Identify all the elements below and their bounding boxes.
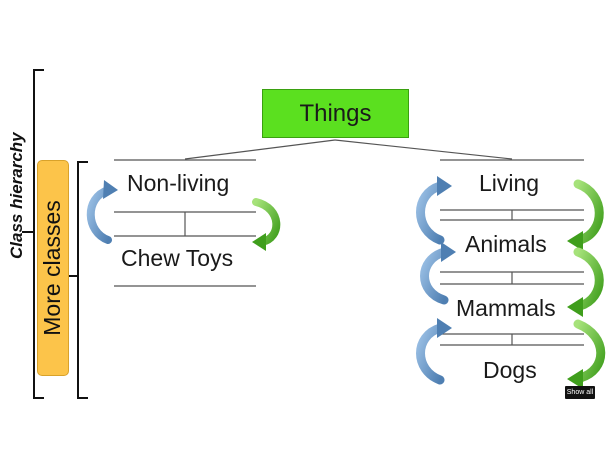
class-hierarchy-bracket (22, 69, 44, 399)
class-hierarchy-label: Class hierarchy (7, 132, 26, 259)
more-classes-box (37, 160, 69, 376)
right-green-arrow-1 (567, 179, 604, 251)
right-green-arrow-3 (567, 319, 606, 389)
right-blue-arrow-1 (416, 176, 452, 245)
right-blue-arrow-3 (416, 318, 452, 385)
more-classes-label: More classes (39, 200, 65, 336)
more-classes-bracket (68, 161, 88, 399)
right-class-box (440, 159, 584, 346)
class-mammals: Mammals (456, 295, 556, 321)
show-all-button[interactable]: Show all (565, 386, 595, 399)
class-animals: Animals (465, 231, 547, 257)
class-living: Living (479, 170, 540, 196)
left-blue-arrow (86, 180, 118, 244)
root-to-nonliving-line (184, 139, 336, 160)
left-class-box (114, 159, 256, 287)
class-dogs: Dogs (483, 357, 537, 383)
class-nonliving: Non-living (127, 170, 230, 196)
root-class-things: Things (262, 89, 409, 138)
left-green-arrow (252, 198, 281, 251)
right-blue-arrow-2 (420, 242, 456, 305)
root-to-living-line (334, 139, 513, 160)
right-green-arrow-2 (567, 247, 604, 317)
class-chew-toys: Chew Toys (121, 245, 234, 271)
